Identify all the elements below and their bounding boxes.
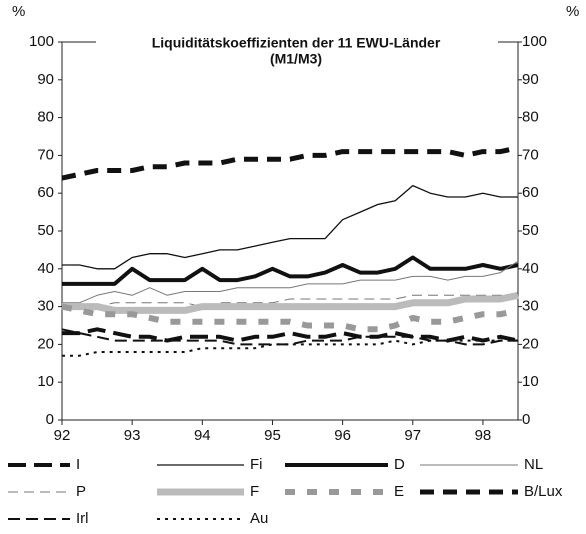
y-tick-label: 30 — [37, 298, 54, 315]
y-tick-label: 80 — [37, 109, 54, 126]
legend-label: F — [250, 483, 259, 500]
y2-tick-label: 100 — [522, 33, 547, 50]
x-tick-label: 92 — [54, 427, 71, 444]
y2-tick-label: 60 — [522, 184, 539, 201]
x-tick-label: 95 — [264, 427, 281, 444]
y2-tick-label: 90 — [522, 71, 539, 88]
y-tick-label: 70 — [37, 146, 54, 163]
series-line — [62, 294, 518, 308]
legend-label: P — [76, 483, 86, 500]
y2-tick-label: 50 — [522, 222, 539, 239]
x-tick-label: 98 — [475, 427, 492, 444]
x-tick-label: 97 — [404, 427, 421, 444]
y2-axis-label: % — [566, 3, 579, 20]
series-line — [61, 328, 518, 346]
y-tick-label: 40 — [37, 260, 54, 277]
y-tick-label: 60 — [37, 184, 54, 201]
series-line — [61, 303, 519, 333]
y2-tick-label: 40 — [522, 260, 539, 277]
y2-tick-label: 80 — [522, 109, 539, 126]
x-tick-label: 96 — [334, 427, 351, 444]
y-tick-label: 0 — [46, 411, 54, 428]
y2-tick-label: 10 — [522, 373, 539, 390]
legend-label: NL — [524, 456, 543, 473]
series-line — [61, 145, 519, 181]
y-tick-label: 10 — [37, 373, 54, 390]
y-axis-label: % — [12, 3, 25, 20]
legend-label: Au — [250, 510, 268, 527]
series-line — [62, 184, 518, 270]
y-tick-label: 90 — [37, 71, 54, 88]
y2-tick-label: 20 — [522, 335, 539, 352]
y-tick-label: 100 — [29, 33, 54, 50]
x-tick-label: 93 — [124, 427, 141, 444]
chart-subtitle: (M1/M3) — [270, 51, 322, 67]
y-tick-label: 20 — [37, 335, 54, 352]
series-line — [62, 291, 519, 314]
chart-title: Liquiditätskoeffizienten der 11 EWU-Länd… — [152, 35, 441, 51]
series-line — [62, 339, 518, 357]
legend-label: B/Lux — [524, 483, 563, 500]
y2-tick-label: 30 — [522, 298, 539, 315]
series-line — [62, 255, 519, 286]
y2-tick-label: 70 — [522, 146, 539, 163]
y-tick-label: 50 — [37, 222, 54, 239]
legend-label: Irl — [76, 510, 89, 527]
legend-label: D — [394, 456, 405, 473]
legend-label: I — [76, 456, 80, 473]
legend-label: Fi — [250, 456, 263, 473]
series-line — [62, 260, 519, 304]
y2-tick-label: 0 — [522, 411, 530, 428]
series-line — [62, 327, 519, 343]
legend-label: E — [394, 483, 404, 500]
x-tick-label: 94 — [194, 427, 211, 444]
